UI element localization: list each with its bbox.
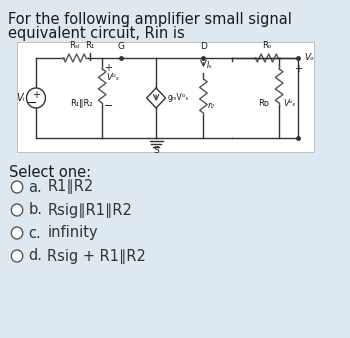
Text: −: − <box>104 101 113 111</box>
Text: +: + <box>32 90 40 100</box>
Text: gₘVᴳₛ: gₘVᴳₛ <box>168 94 189 102</box>
Text: R₁‖R₂: R₁‖R₂ <box>70 98 93 107</box>
Circle shape <box>11 181 23 193</box>
Text: Select one:: Select one: <box>9 165 92 180</box>
Text: Vᵢ: Vᵢ <box>16 93 25 103</box>
Text: Rsig + R1∥R2: Rsig + R1∥R2 <box>47 248 146 264</box>
Text: S: S <box>153 146 159 155</box>
Circle shape <box>11 204 23 216</box>
FancyBboxPatch shape <box>17 42 314 152</box>
Text: Vₒ: Vₒ <box>305 53 315 63</box>
Circle shape <box>27 88 46 108</box>
Text: Rsig∥R1∥R2: Rsig∥R1∥R2 <box>47 202 132 217</box>
Text: Vᵈₛ: Vᵈₛ <box>283 98 295 107</box>
Text: For the following amplifier small signal: For the following amplifier small signal <box>8 12 292 27</box>
Circle shape <box>11 227 23 239</box>
Text: d.: d. <box>28 248 42 264</box>
Text: R₁: R₁ <box>85 41 94 50</box>
Text: Rₒ: Rₒ <box>262 41 272 50</box>
Text: c.: c. <box>28 225 41 241</box>
Text: −: − <box>27 97 37 110</box>
Text: Vᴳₛ: Vᴳₛ <box>106 73 119 82</box>
Text: D: D <box>200 42 207 51</box>
Text: Iₓ: Iₓ <box>207 62 213 71</box>
Circle shape <box>11 250 23 262</box>
Text: +: + <box>104 63 112 73</box>
Text: a.: a. <box>28 179 42 194</box>
Text: Rᴅ: Rᴅ <box>258 98 269 107</box>
Text: R1∥R2: R1∥R2 <box>47 179 93 194</box>
Text: b.: b. <box>28 202 42 217</box>
Text: Rₛᵢ: Rₛᵢ <box>70 41 80 50</box>
Text: equivalent circuit, Rin is: equivalent circuit, Rin is <box>8 26 184 41</box>
Text: G: G <box>118 42 125 51</box>
Text: infinity: infinity <box>47 225 98 241</box>
Text: +: + <box>294 64 302 74</box>
Text: r₀: r₀ <box>207 101 214 111</box>
